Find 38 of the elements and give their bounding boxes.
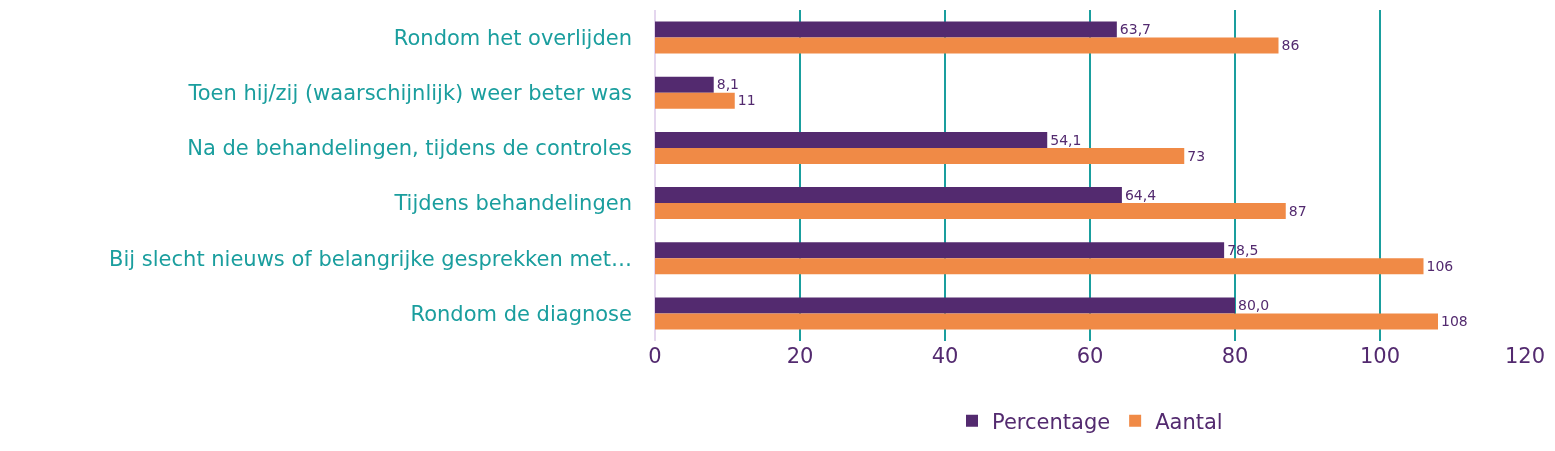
y-tick-label: Rondom het overlijden <box>393 25 632 50</box>
bar <box>655 76 714 93</box>
data-label: 8,1 <box>716 76 739 93</box>
data-label: 11 <box>737 92 756 109</box>
y-tick-label: Tijdens behandelingen <box>393 191 632 216</box>
x-tick-label: 80 <box>1221 344 1249 368</box>
bar <box>655 92 735 109</box>
data-label: 73 <box>1187 147 1206 164</box>
legend-label: Percentage <box>992 409 1111 434</box>
x-tick-label: 60 <box>1076 344 1104 368</box>
x-tick-label: 20 <box>786 344 814 368</box>
bar <box>655 21 1117 38</box>
data-label: 86 <box>1281 37 1300 54</box>
y-tick-label: Bij slecht nieuws of belangrijke gesprekken met… <box>109 246 632 271</box>
x-tick-label: 120 <box>1504 344 1546 368</box>
y-tick-label: Rondom de diagnose <box>410 301 632 326</box>
data-label: 80,0 <box>1238 297 1270 314</box>
data-label: 63,7 <box>1119 21 1151 38</box>
bar <box>655 297 1235 314</box>
bar <box>655 131 1048 148</box>
data-label: 64,4 <box>1124 186 1157 203</box>
data-label: 108 <box>1441 313 1468 330</box>
bar <box>655 203 1286 220</box>
bar <box>655 313 1438 330</box>
bar <box>655 147 1185 164</box>
x-tick-label: 100 <box>1359 344 1401 368</box>
legend-label: Aantal <box>1155 409 1223 434</box>
x-tick-label: 0 <box>648 344 662 368</box>
bar <box>655 37 1279 54</box>
data-label: 54,1 <box>1050 131 1082 148</box>
x-tick-label: 40 <box>931 344 959 368</box>
bar <box>655 187 1122 204</box>
y-tick-label: Na de behandelingen, tijdens de controles <box>187 136 632 161</box>
y-tick-label: Toen hij/zij (waarschijnlijk) weer beter was <box>187 81 632 106</box>
bar <box>655 242 1225 259</box>
bar <box>655 258 1424 275</box>
data-label: 87 <box>1288 202 1307 219</box>
data-label: 106 <box>1426 257 1454 274</box>
